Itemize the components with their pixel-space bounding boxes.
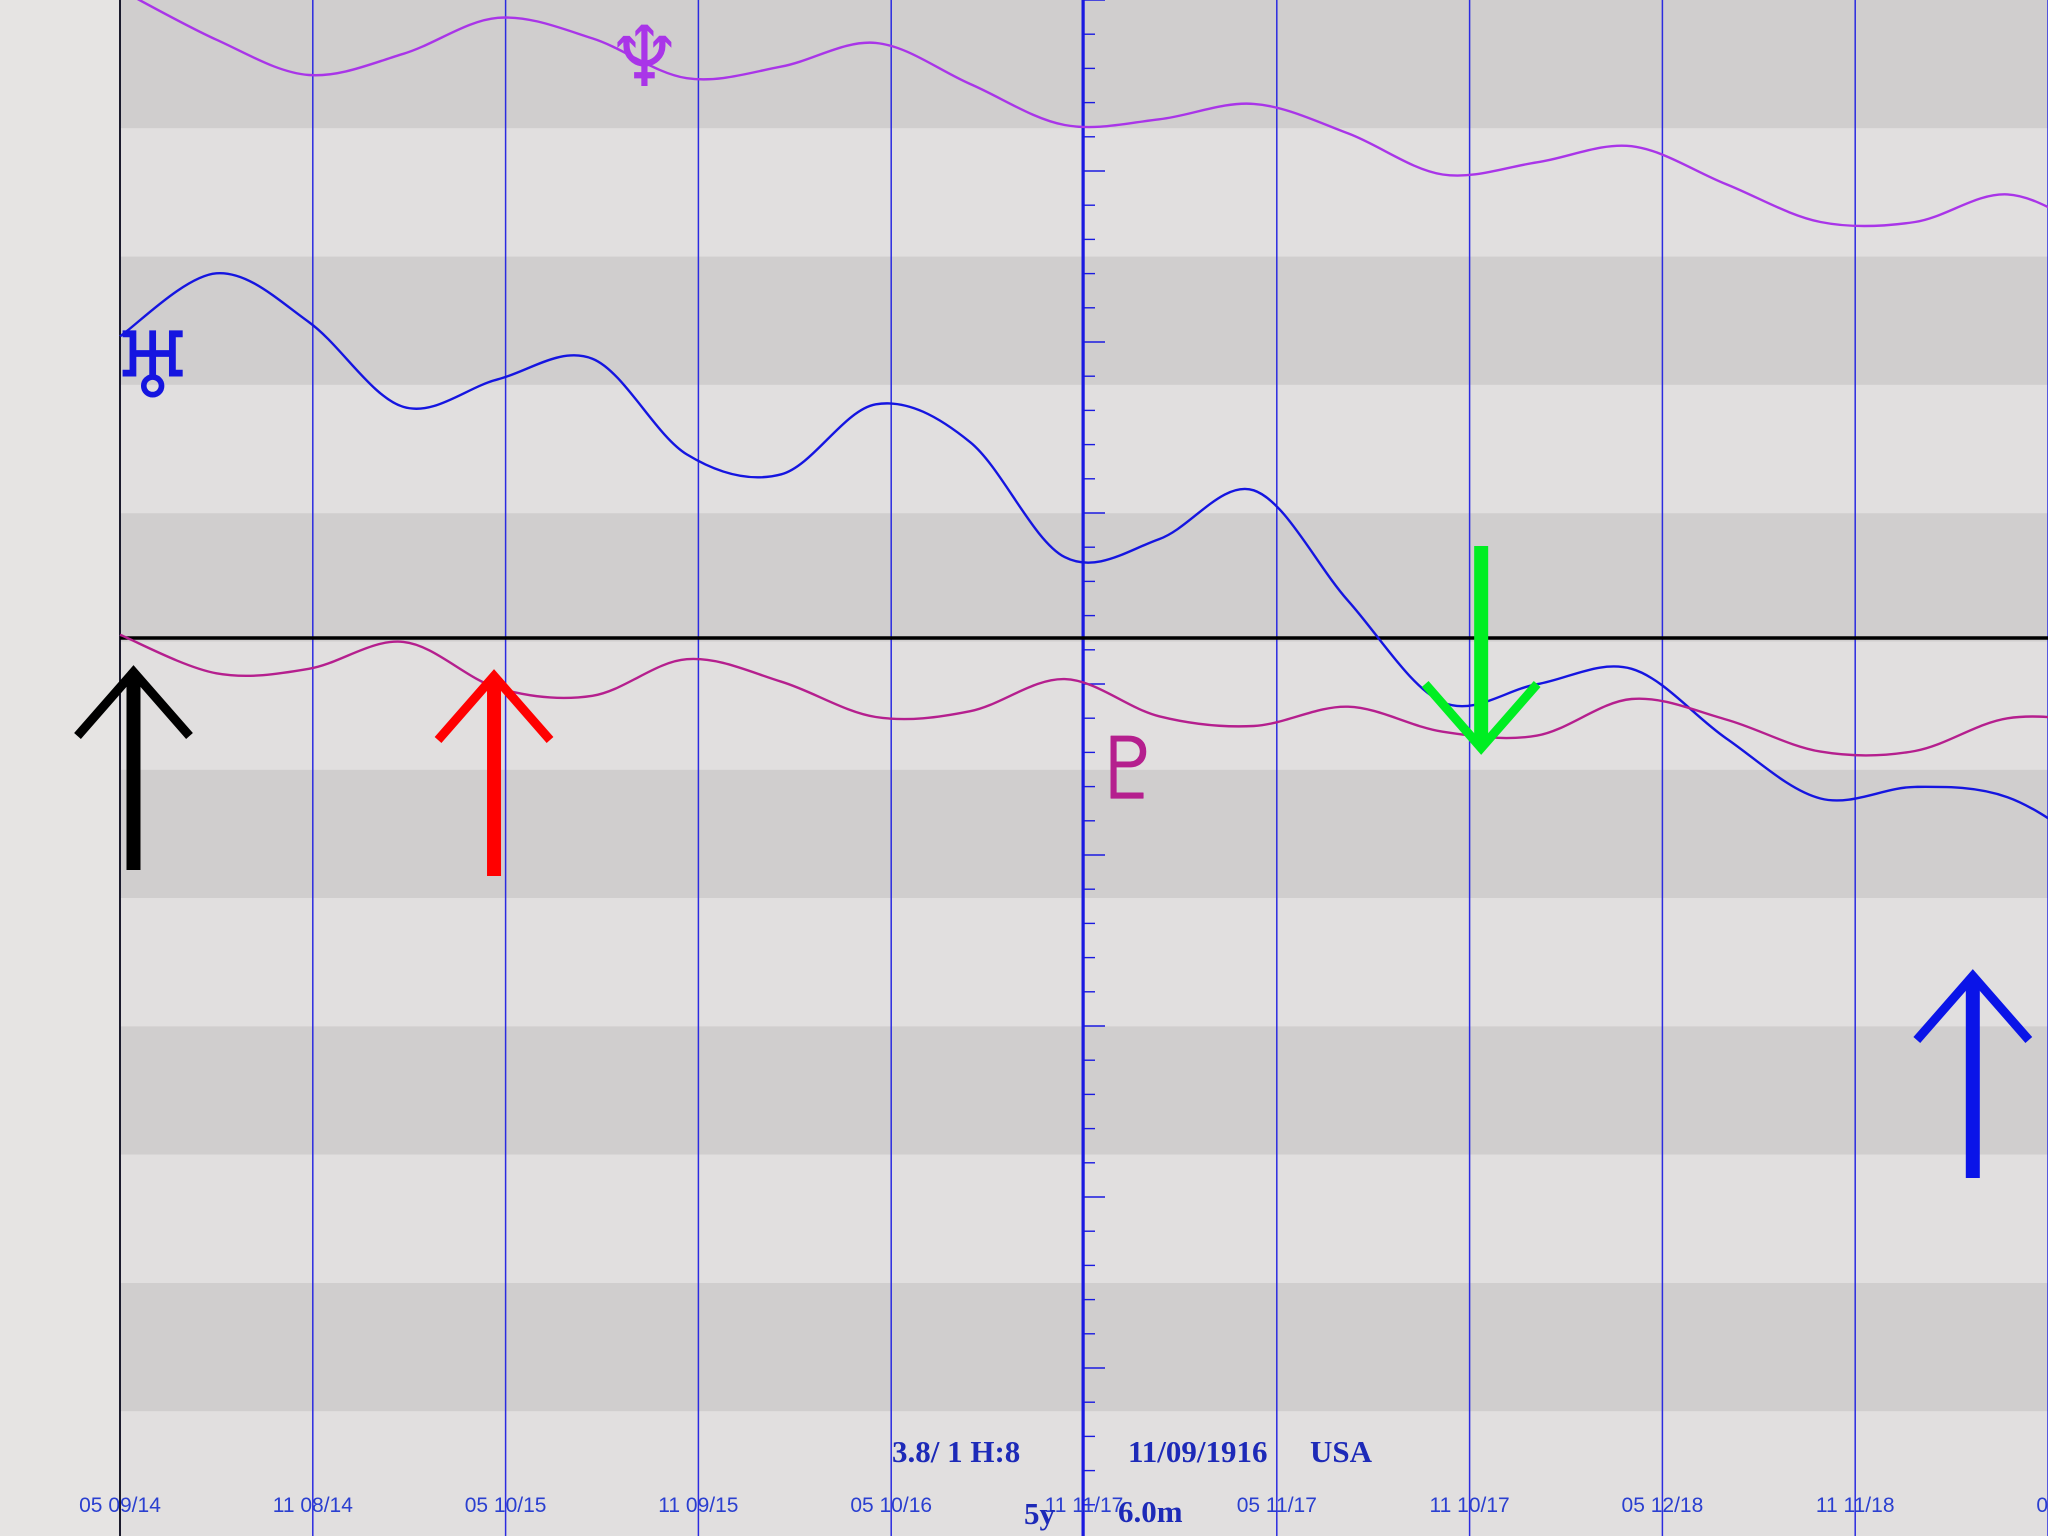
neptune-glyph-icon: ♆ bbox=[607, 8, 682, 106]
x-tick-label: 11 08/14 bbox=[273, 1494, 354, 1517]
series-line bbox=[119, 633, 2048, 757]
info-date: 11/09/1916 bbox=[1128, 1434, 1268, 1469]
arrow-down-marker bbox=[1421, 546, 1541, 755]
info-params: 3.8/ 1 H:8 bbox=[892, 1434, 1020, 1469]
uranus-glyph-icon: ♅ bbox=[112, 312, 194, 419]
x-tick-label: 05 11/17 bbox=[1237, 1494, 1317, 1517]
x-tick-label: 05 10/16 bbox=[850, 1494, 932, 1517]
x-tick-label: 11 09/15 bbox=[658, 1494, 738, 1517]
x-tick-label: 11 11/17 bbox=[1045, 1494, 1124, 1517]
pluto-glyph-icon: ♇ bbox=[1090, 720, 1167, 820]
x-tick-label: 11 10/17 bbox=[1430, 1494, 1510, 1517]
arrow-head bbox=[434, 669, 554, 743]
arrow-head bbox=[1421, 681, 1541, 755]
series-line bbox=[119, 272, 2048, 820]
info-span: 5y bbox=[1024, 1496, 1056, 1531]
arrow-up-marker bbox=[1913, 969, 2033, 1178]
x-tick-label: 05 10/15 bbox=[465, 1494, 547, 1517]
left-margin bbox=[0, 0, 120, 1536]
arrow-head bbox=[74, 665, 193, 739]
arrow-up-marker bbox=[74, 665, 193, 870]
x-tick-label: 05 bbox=[2036, 1494, 2048, 1517]
info-step: 6.0m bbox=[1118, 1494, 1183, 1529]
info-location: USA bbox=[1310, 1434, 1373, 1469]
arrow-up-marker bbox=[434, 669, 554, 876]
series-line bbox=[136, 0, 2048, 228]
x-tick-label: 11 11/18 bbox=[1816, 1494, 1895, 1517]
arrow-head bbox=[1913, 969, 2033, 1043]
x-tick-label: 05 12/18 bbox=[1622, 1494, 1704, 1517]
x-tick-label: 05 09/14 bbox=[79, 1494, 161, 1517]
